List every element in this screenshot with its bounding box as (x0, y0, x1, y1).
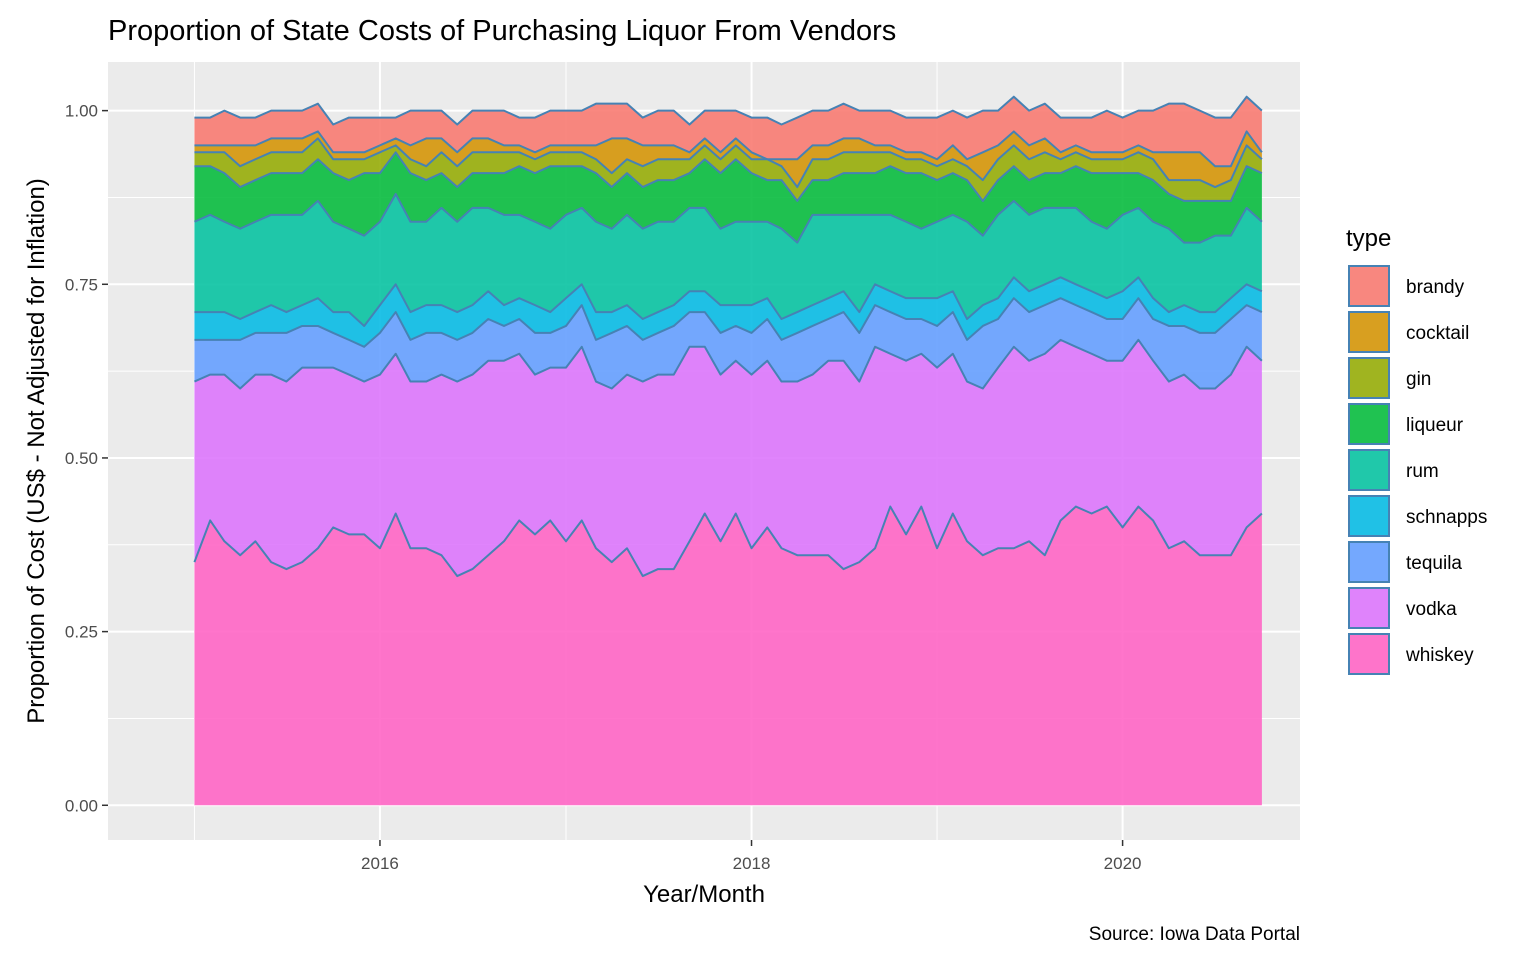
legend-swatch-liqueur (1348, 403, 1390, 445)
area-series (194, 96, 1262, 806)
legend-label-gin: gin (1406, 369, 1431, 390)
x-tick-label: 2016 (361, 854, 399, 873)
legend-swatch-brandy (1348, 265, 1390, 307)
outline-cocktail (194, 130, 1263, 168)
y-tick-label: 0.25 (65, 623, 98, 642)
area-brandy (194, 96, 1262, 167)
source-caption: Source: Iowa Data Portal (1089, 924, 1300, 945)
chart-title: Proportion of State Costs of Purchasing … (108, 15, 896, 47)
y-tick-label: 0.75 (65, 275, 98, 294)
y-axis-ticks: 0.00 0.25 0.50 0.75 1.00 (65, 102, 108, 815)
legend-swatch-tequila (1348, 541, 1390, 583)
y-tick-label: 0.50 (65, 449, 98, 468)
y-tick-label: 0.00 (65, 796, 98, 815)
legend-label-vodka: vodka (1406, 599, 1457, 620)
legend-swatch-gin (1348, 357, 1390, 399)
area-rum (194, 193, 1262, 326)
x-axis-ticks: 2016 2018 2020 (361, 840, 1142, 873)
area-schnapps (194, 277, 1262, 347)
legend-label-whiskey: whiskey (1405, 645, 1474, 666)
outline-rum (194, 192, 1263, 244)
legend-swatch-rum (1348, 449, 1390, 491)
legend-swatch-cocktail (1348, 311, 1390, 353)
legend-swatch-schnapps (1348, 495, 1390, 537)
outline-brandy (194, 95, 1263, 126)
legend-label-liqueur: liqueur (1406, 415, 1464, 436)
area-whiskey (194, 506, 1262, 806)
legend-label-rum: rum (1406, 461, 1439, 482)
legend-label-cocktail: cocktail (1406, 323, 1469, 344)
area-vodka (194, 339, 1262, 577)
area-liqueur (194, 152, 1262, 243)
y-axis-title: Proportion of Cost (US$ - Not Adjusted f… (23, 178, 50, 724)
legend-title: type (1346, 225, 1391, 252)
y-tick-label: 1.00 (65, 102, 98, 121)
outline-schnapps (194, 276, 1263, 327)
legend-label-tequila: tequila (1406, 553, 1462, 574)
outline-gin (194, 137, 1263, 189)
outline-vodka (194, 338, 1263, 390)
x-tick-label: 2018 (733, 854, 771, 873)
legend-swatch-whiskey (1348, 633, 1390, 675)
x-tick-label: 2020 (1104, 854, 1142, 873)
legend-label-brandy: brandy (1406, 277, 1465, 298)
area-gin (194, 138, 1262, 201)
legend-swatch-vodka (1348, 587, 1390, 629)
x-axis-title: Year/Month (643, 881, 765, 908)
outline-whiskey (193, 505, 1263, 578)
legend-label-schnapps: schnapps (1406, 507, 1487, 528)
series-outlines (193, 95, 1263, 578)
legend: type brandy cocktail gin liqueur rum schnapps… (1346, 225, 1487, 675)
outline-liqueur (194, 151, 1263, 202)
outline-tequila (194, 297, 1263, 348)
